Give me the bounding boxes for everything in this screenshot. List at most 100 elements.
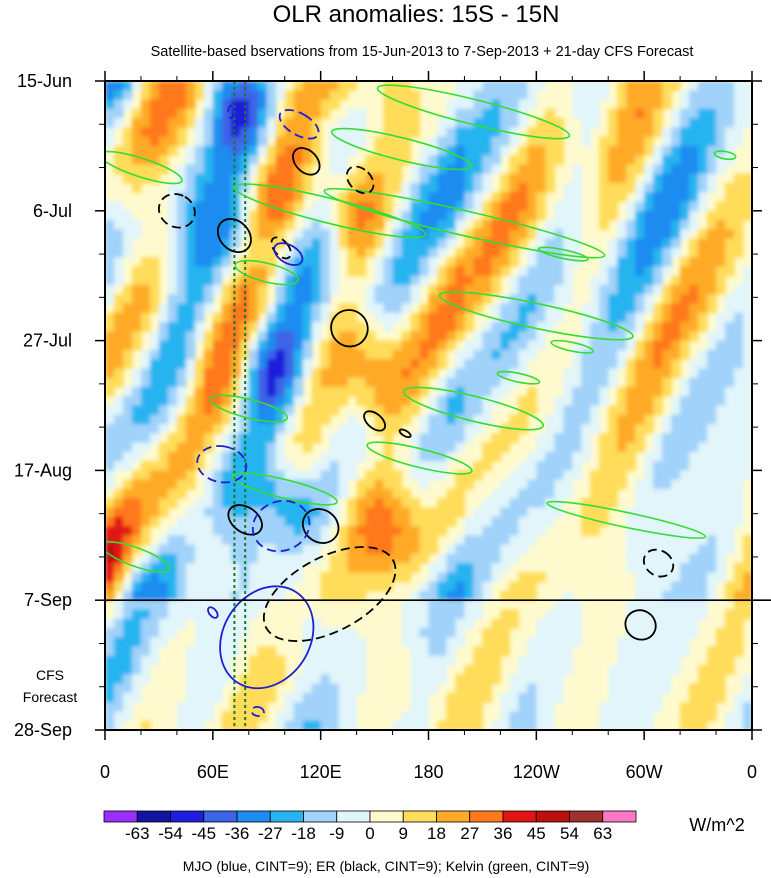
heatmap-cell <box>347 655 358 666</box>
heatmap-cell <box>509 155 519 166</box>
heatmap-cell <box>356 498 367 509</box>
heatmap-cell <box>113 581 124 592</box>
heatmap-cell <box>491 81 501 91</box>
heatmap-cell <box>545 442 555 453</box>
heatmap-cell <box>347 674 358 685</box>
heatmap-cell <box>725 349 735 360</box>
heatmap-cell <box>680 377 690 388</box>
heatmap-cell <box>105 535 115 546</box>
heatmap-cell <box>113 396 124 407</box>
heatmap-cell <box>509 498 519 509</box>
heatmap-cell <box>167 535 178 546</box>
heatmap-cell <box>482 628 493 638</box>
heatmap-cell <box>536 322 546 332</box>
heatmap-cell <box>347 581 358 592</box>
heatmap-cell <box>221 433 232 444</box>
heatmap-cell <box>185 145 196 156</box>
heatmap-cell <box>554 600 564 611</box>
heatmap-cell <box>707 247 717 258</box>
heatmap-cell <box>662 312 672 323</box>
heatmap-cell <box>131 182 142 193</box>
heatmap-cell <box>185 544 196 555</box>
heatmap-cell <box>302 220 313 230</box>
heatmap-cell <box>563 257 573 268</box>
heatmap-cell <box>428 229 439 240</box>
heatmap-cell <box>671 665 681 675</box>
heatmap-cell <box>626 451 636 462</box>
heatmap-cell <box>734 720 744 730</box>
heatmap-cell <box>455 284 466 295</box>
heatmap-cell <box>248 247 259 258</box>
heatmap-cell <box>590 516 600 527</box>
heatmap-cell <box>464 581 475 592</box>
heatmap-cell <box>725 461 735 471</box>
heatmap-cell <box>437 210 448 221</box>
heatmap-cell <box>248 90 259 101</box>
heatmap-cell <box>329 637 340 648</box>
heatmap-cell <box>257 201 268 212</box>
heatmap-cell <box>608 405 618 416</box>
heatmap-cell <box>671 544 681 555</box>
heatmap-cell <box>671 359 681 370</box>
heatmap-cell <box>329 81 340 91</box>
heatmap-cell <box>590 507 600 518</box>
heatmap-cell <box>482 118 493 128</box>
heatmap-cell <box>176 303 187 314</box>
heatmap-cell <box>572 405 582 416</box>
heatmap-cell <box>437 127 448 138</box>
heatmap-cell <box>725 451 735 462</box>
heatmap-cell <box>176 461 187 471</box>
heatmap-cell <box>248 220 259 230</box>
heatmap-cell <box>743 424 752 434</box>
heatmap-cell <box>473 238 484 249</box>
heatmap-cell <box>419 303 430 314</box>
heatmap-cell <box>653 99 663 110</box>
heatmap-cell <box>230 535 241 546</box>
heatmap-cell <box>311 386 322 397</box>
heatmap-cell <box>662 322 672 332</box>
heatmap-cell <box>473 683 484 694</box>
heatmap-cell <box>716 247 726 258</box>
heatmap-cell <box>230 99 241 110</box>
heatmap-cell <box>464 164 475 175</box>
heatmap-cell <box>428 526 439 536</box>
heatmap-cell <box>410 553 421 564</box>
heatmap-cell <box>680 572 690 583</box>
heatmap-cell <box>212 136 223 147</box>
heatmap-cell <box>743 284 752 295</box>
heatmap-cell <box>203 266 214 277</box>
heatmap-cell <box>203 683 214 694</box>
heatmap-cell <box>185 665 196 675</box>
heatmap-cell <box>680 442 690 453</box>
heatmap-cell <box>230 414 241 425</box>
heatmap-cell <box>185 173 196 184</box>
heatmap-cell <box>239 127 250 138</box>
heatmap-cell <box>671 192 681 203</box>
heatmap-cell <box>554 674 564 685</box>
heatmap-cell <box>113 646 124 657</box>
heatmap-cell <box>707 229 717 240</box>
heatmap-cell <box>257 655 268 666</box>
heatmap-cell <box>105 451 115 462</box>
heatmap-cell <box>212 386 223 397</box>
heatmap-cell <box>257 396 268 407</box>
heatmap-cell <box>599 90 609 101</box>
heatmap-cell <box>689 127 699 138</box>
heatmap-cell <box>680 312 690 323</box>
heatmap-cell <box>185 507 196 518</box>
heatmap-cell <box>644 535 654 546</box>
heatmap-cell <box>320 535 331 546</box>
heatmap-cell <box>437 118 448 128</box>
heatmap-cell <box>356 173 367 184</box>
heatmap-cell <box>329 238 340 249</box>
heatmap-cell <box>626 331 636 342</box>
heatmap-cell <box>320 257 331 268</box>
heatmap-cell <box>500 692 510 703</box>
heatmap-cell <box>617 312 627 323</box>
heatmap-cell <box>491 210 501 221</box>
heatmap-cell <box>392 90 403 101</box>
heatmap-cell <box>356 683 367 694</box>
heatmap-cell <box>284 220 295 230</box>
heatmap-cell <box>716 470 726 481</box>
heatmap-cell <box>176 720 187 730</box>
